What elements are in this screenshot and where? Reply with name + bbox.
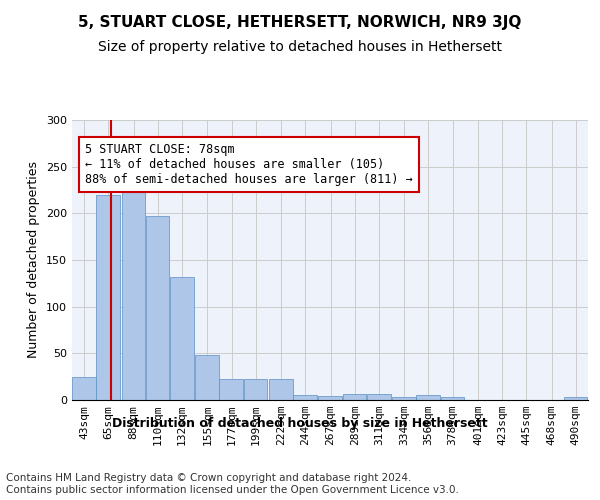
Text: Distribution of detached houses by size in Hethersett: Distribution of detached houses by size … [112, 418, 488, 430]
Bar [195, 355, 219, 400]
Bar [416, 396, 440, 400]
Bar [244, 380, 267, 400]
Bar [122, 170, 145, 400]
Bar [343, 394, 367, 400]
Y-axis label: Number of detached properties: Number of detached properties [28, 162, 40, 358]
Text: 5 STUART CLOSE: 78sqm
← 11% of detached houses are smaller (105)
88% of semi-det: 5 STUART CLOSE: 78sqm ← 11% of detached … [85, 144, 413, 186]
Text: Contains HM Land Registry data © Crown copyright and database right 2024.
Contai: Contains HM Land Registry data © Crown c… [6, 474, 459, 495]
Text: 5, STUART CLOSE, HETHERSETT, NORWICH, NR9 3JQ: 5, STUART CLOSE, HETHERSETT, NORWICH, NR… [79, 15, 521, 30]
Bar [72, 376, 95, 400]
Bar [564, 397, 587, 400]
Bar [170, 277, 194, 400]
Bar [367, 394, 391, 400]
Bar [440, 397, 464, 400]
Bar [146, 216, 169, 400]
Text: Size of property relative to detached houses in Hethersett: Size of property relative to detached ho… [98, 40, 502, 54]
Bar [269, 380, 293, 400]
Bar [293, 396, 317, 400]
Bar [392, 397, 416, 400]
Bar [220, 380, 243, 400]
Bar [96, 194, 120, 400]
Bar [319, 396, 342, 400]
